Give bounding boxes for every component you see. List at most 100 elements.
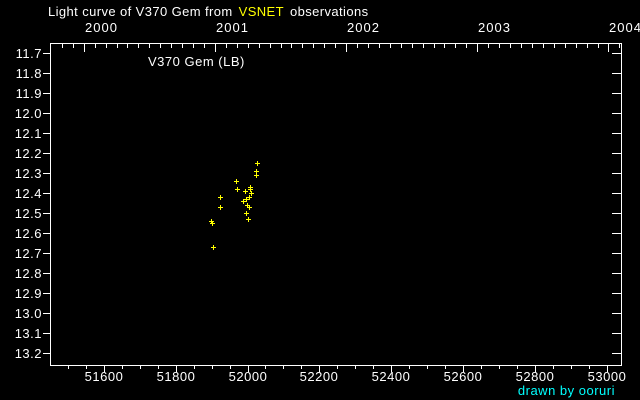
- x-minor-tick: [86, 365, 87, 369]
- x-minor-tick: [517, 365, 518, 369]
- data-point-marker: [218, 205, 223, 210]
- y-tick-label: 13.0: [14, 306, 42, 321]
- data-point-marker: [254, 169, 259, 174]
- top-month-tick: [313, 44, 314, 48]
- top-month-tick: [127, 44, 128, 48]
- top-month-tick: [565, 44, 566, 48]
- data-point-marker: [211, 245, 216, 250]
- top-month-tick: [598, 44, 599, 48]
- data-point-marker: [247, 195, 252, 200]
- top-month-tick: [149, 44, 150, 48]
- top-month-tick: [444, 44, 445, 48]
- top-month-tick: [368, 44, 369, 48]
- top-month-tick: [423, 44, 424, 48]
- x-tick-label: 52800: [515, 369, 555, 384]
- top-year-tick: [215, 44, 216, 52]
- y-tick-label: 11.9: [15, 86, 42, 101]
- y-tick-right: [612, 213, 621, 214]
- top-month-tick: [281, 44, 282, 48]
- y-tick-right: [612, 133, 621, 134]
- x-major-tick: [391, 365, 392, 372]
- y-tick-right: [612, 273, 621, 274]
- y-tick-left: [43, 253, 50, 254]
- y-tick-right: [612, 193, 621, 194]
- top-month-tick: [401, 44, 402, 48]
- y-tick-right: [612, 93, 621, 94]
- top-month-tick: [248, 44, 249, 48]
- y-tick-left: [43, 73, 50, 74]
- y-tick-right: [612, 333, 621, 334]
- y-tick-left: [43, 353, 50, 354]
- x-minor-tick: [445, 365, 446, 369]
- y-tick-right: [612, 173, 621, 174]
- data-point-marker: [243, 189, 248, 194]
- y-tick-left: [43, 53, 50, 54]
- y-tick-left: [43, 313, 50, 314]
- x-minor-tick: [373, 365, 374, 369]
- x-tick-label: 52400: [371, 369, 411, 384]
- x-minor-tick: [68, 365, 69, 369]
- top-year-label: 2004: [609, 20, 640, 35]
- x-major-tick: [607, 365, 608, 372]
- top-year-tick: [608, 44, 609, 52]
- top-month-tick: [554, 44, 555, 48]
- y-tick-left: [43, 273, 50, 274]
- top-month-tick: [62, 44, 63, 48]
- top-year-tick: [84, 44, 85, 52]
- x-minor-tick: [194, 365, 195, 369]
- credit-text: drawn by ooruri: [517, 383, 615, 398]
- top-month-tick: [259, 44, 260, 48]
- x-minor-tick: [212, 365, 213, 369]
- y-tick-right: [612, 253, 621, 254]
- x-major-tick: [319, 365, 320, 372]
- data-point-marker: [210, 221, 215, 226]
- x-minor-tick: [230, 365, 231, 369]
- top-month-tick: [237, 44, 238, 48]
- top-year-label: 2003: [478, 20, 511, 35]
- top-month-tick: [73, 44, 74, 48]
- data-point-marker: [234, 179, 239, 184]
- top-month-tick: [335, 44, 336, 48]
- data-point-marker: [244, 197, 249, 202]
- top-month-tick: [182, 44, 183, 48]
- chart-title: Light curve of V370 Gem from VSNET observa…: [48, 4, 368, 19]
- y-tick-label: 12.7: [14, 246, 42, 261]
- x-minor-tick: [265, 365, 266, 369]
- x-minor-tick: [553, 365, 554, 369]
- top-month-tick: [532, 44, 533, 48]
- x-minor-tick: [158, 365, 159, 369]
- top-month-tick: [543, 44, 544, 48]
- x-minor-tick: [355, 365, 356, 369]
- y-tick-right: [612, 353, 621, 354]
- x-minor-tick: [499, 365, 500, 369]
- y-tick-right: [612, 293, 621, 294]
- x-tick-label: 52600: [443, 369, 483, 384]
- data-point-marker: [254, 173, 259, 178]
- top-year-tick: [477, 44, 478, 52]
- top-month-tick: [160, 44, 161, 48]
- y-tick-label: 12.3: [14, 166, 42, 181]
- y-tick-left: [43, 153, 50, 154]
- y-tick-left: [43, 293, 50, 294]
- chart-title-prefix: Light curve of V370 Gem from: [48, 4, 233, 19]
- y-tick-left: [43, 233, 50, 234]
- top-month-tick: [466, 44, 467, 48]
- x-minor-tick: [427, 365, 428, 369]
- top-year-label: 2001: [216, 20, 249, 35]
- chart-title-vsnet: VSNET: [238, 4, 284, 19]
- x-tick-label: 52200: [299, 369, 339, 384]
- x-minor-tick: [409, 365, 410, 369]
- data-point-marker: [245, 203, 250, 208]
- x-minor-tick: [337, 365, 338, 369]
- top-month-tick: [390, 44, 391, 48]
- data-point-marker: [241, 199, 246, 204]
- x-minor-tick: [122, 365, 123, 369]
- y-tick-right: [612, 53, 621, 54]
- top-month-tick: [488, 44, 489, 48]
- data-point-marker: [255, 161, 260, 166]
- y-tick-label: 12.8: [14, 266, 42, 281]
- x-tick-label: 51800: [156, 369, 196, 384]
- plot-area: [50, 43, 622, 366]
- y-tick-label: 12.2: [14, 146, 42, 161]
- top-month-tick: [95, 44, 96, 48]
